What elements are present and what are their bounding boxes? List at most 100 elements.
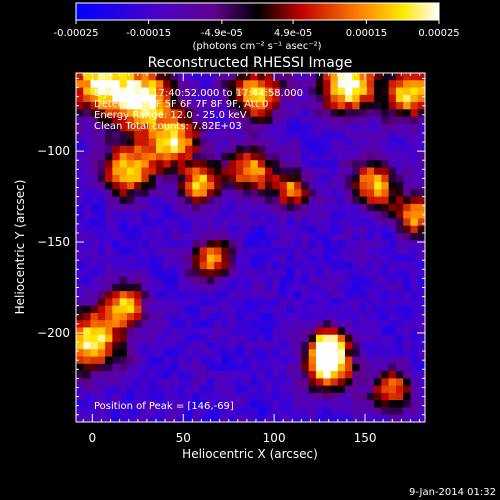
heatmap-cell [141,131,150,140]
heatmap-cell [337,138,346,147]
heatmap-cell [148,174,157,183]
chart-title: Reconstructed RHESSI Image [148,55,353,71]
heatmap-cell [250,392,259,401]
heatmap-cell [395,211,404,220]
heatmap-cell [206,247,215,256]
heatmap-cell [105,218,113,227]
heatmap-cell [148,363,157,372]
heatmap-cell [279,94,288,103]
heatmap-cell [301,218,310,227]
heatmap-cell [359,240,368,249]
heatmap-cell [199,247,208,256]
heatmap-cell [417,80,425,89]
heatmap-cell [90,218,99,227]
heatmap-cell [206,298,215,307]
heatmap-cell [301,102,310,110]
heatmap-cell [359,73,368,81]
heatmap-cell [388,80,397,89]
heatmap-cell [345,247,353,256]
heatmap-cell [192,131,201,140]
heatmap-cell [141,196,150,205]
heatmap-cell [228,87,237,96]
heatmap-cell [243,312,252,321]
heatmap-cell [235,392,244,401]
heatmap-cell [265,305,273,314]
heatmap-cell [228,283,237,292]
heatmap-cell [235,87,244,96]
heatmap-cell [257,291,266,299]
heatmap-cell [206,87,215,96]
heatmap-cell [76,363,84,372]
heatmap-cell [119,218,128,227]
heatmap-cell [177,211,186,220]
heatmap-cell [279,182,288,190]
heatmap-cell [250,320,259,329]
heatmap-cell [112,196,121,205]
heatmap-cell [381,298,390,307]
heatmap-cell [403,407,412,416]
heatmap-cell [265,102,273,110]
heatmap-cell [119,240,128,249]
heatmap-cell [395,182,404,190]
heatmap-cell [395,116,404,125]
heatmap-cell [279,80,288,89]
heatmap-cell [279,240,288,249]
heatmap-cell [83,262,92,270]
heatmap-cell [228,414,237,422]
heatmap-cell [163,283,172,292]
heatmap-cell [206,145,215,154]
heatmap-cell [323,174,332,183]
heatmap-cell [112,334,121,343]
heatmap-cell [163,276,172,285]
heatmap-cell [177,378,186,387]
heatmap-cell [403,240,412,249]
heatmap-cell [257,363,266,372]
heatmap-cell [185,247,193,256]
heatmap-cell [185,145,193,154]
heatmap-cell [228,123,237,132]
heatmap-cell [417,87,425,96]
heatmap-cell [170,392,179,401]
heatmap-cell [206,218,215,227]
heatmap-cell [148,312,157,321]
heatmap-cell [403,400,412,409]
heatmap-cell [155,218,164,227]
heatmap-cell [272,94,281,103]
heatmap-cell [323,283,332,292]
heatmap-cell [257,385,266,394]
heatmap-cell [301,291,310,299]
heatmap-cell [257,269,266,278]
heatmap-cell [141,269,150,278]
heatmap-cell [417,262,425,270]
heatmap-cell [170,342,179,350]
heatmap-cell [134,131,143,140]
heatmap-cell [112,152,121,161]
heatmap-cell [126,240,135,249]
heatmap-cell [366,283,375,292]
heatmap-cell [301,356,310,365]
heatmap-cell [323,371,332,379]
heatmap-cell [97,371,106,379]
x-axis: 0 50 100 150 [82,73,421,445]
heatmap-cell [185,211,193,220]
heatmap-cell [286,385,295,394]
heatmap-cell [199,363,208,372]
heatmap-cell [126,167,135,176]
heatmap-cell [366,211,375,220]
heatmap-cell [352,94,361,103]
heatmap-cell [119,182,128,190]
heatmap-cell [315,371,324,379]
heatmap-cell [330,378,339,387]
heatmap-cell [272,203,281,212]
heatmap-cell [286,167,295,176]
heatmap-cell [83,116,92,125]
heatmap-cell [315,363,324,372]
heatmap-cell [265,291,273,299]
heatmap-cell [403,298,412,307]
heatmap-cell [366,123,375,132]
heatmap-cell [177,247,186,256]
heatmap-cell [352,298,361,307]
heatmap-cell [192,225,201,234]
y-axis: −100−150−200 [37,77,425,416]
